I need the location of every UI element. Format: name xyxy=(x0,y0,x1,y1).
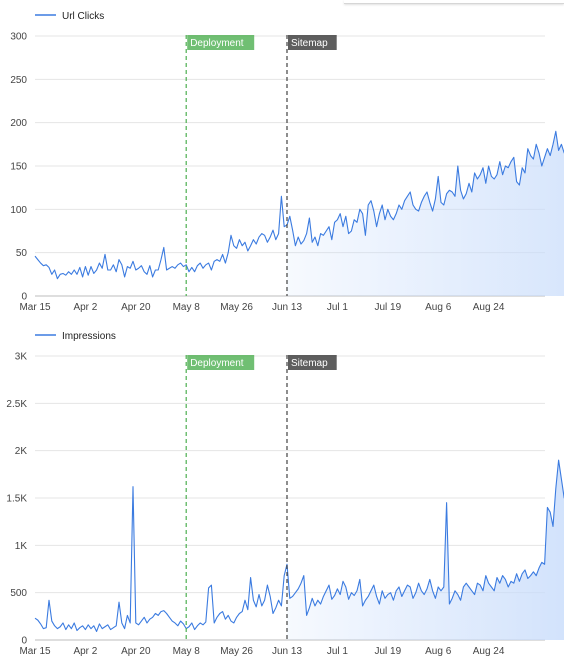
y-tick-label: 2.5K xyxy=(6,399,27,410)
x-tick-label: Jun 13 xyxy=(272,646,302,657)
x-tick-label: Jul 1 xyxy=(327,646,349,657)
x-tick-label: Jun 13 xyxy=(272,302,302,313)
x-tick-label: Apr 20 xyxy=(121,646,151,657)
annotation-badge xyxy=(288,355,337,370)
y-tick-label: 1K xyxy=(15,541,28,552)
annotation-label: Deployment xyxy=(190,358,244,369)
y-tick-label: 200 xyxy=(10,118,27,129)
y-tick-label: 0 xyxy=(21,292,27,303)
annotation-sitemap: Sitemap xyxy=(286,35,337,296)
x-tick-label: Aug 6 xyxy=(425,302,452,313)
x-tick-label: May 26 xyxy=(220,646,253,657)
annotation-deployment: Deployment xyxy=(185,355,255,640)
annotation-label: Sitemap xyxy=(291,38,328,49)
x-tick-label: Mar 15 xyxy=(19,646,51,657)
x-tick-label: Apr 2 xyxy=(73,646,97,657)
x-tick-label: Mar 15 xyxy=(19,302,51,313)
impressions-chart: Impressions 0 500 1K 1.5K 2K 2.5K 3K Mar 15 Apr 2… xyxy=(6,331,564,657)
x-axis: Mar 15 Apr 2 Apr 20 May 8 May 26 Jun 13 Jul 1 J… xyxy=(19,302,504,313)
x-tick-label: Jul 19 xyxy=(374,302,401,313)
annotation-badge xyxy=(187,35,255,50)
legend: Impressions xyxy=(35,331,116,342)
y-tick-label: 250 xyxy=(10,75,27,86)
url-clicks-chart: Url Clicks 0 50 100 150 200 250 300 Mar 15 Apr 2 A… xyxy=(10,11,564,313)
y-tick-label: 50 xyxy=(16,248,28,259)
y-tick-label: 2K xyxy=(15,446,28,457)
x-tick-label: Apr 20 xyxy=(121,302,151,313)
top-edge-panel xyxy=(344,0,564,4)
legend-label: Url Clicks xyxy=(62,11,104,22)
series-area xyxy=(287,460,564,640)
x-tick-label: May 26 xyxy=(220,302,253,313)
legend: Url Clicks xyxy=(35,11,104,22)
y-tick-label: 300 xyxy=(10,32,27,43)
x-tick-label: Jul 1 xyxy=(327,302,349,313)
annotation-deployment: Deployment xyxy=(185,35,255,296)
annotation-label: Deployment xyxy=(190,38,244,49)
y-tick-label: 1.5K xyxy=(6,494,27,505)
annotation-sitemap: Sitemap xyxy=(286,355,337,640)
annotation-badge xyxy=(187,355,255,370)
x-axis: Mar 15 Apr 2 Apr 20 May 8 May 26 Jun 13 Jul 1 J… xyxy=(19,646,504,657)
y-tick-label: 0 xyxy=(21,636,27,647)
x-tick-label: Apr 2 xyxy=(73,302,97,313)
x-tick-label: Aug 24 xyxy=(473,646,505,657)
y-tick-label: 500 xyxy=(10,588,27,599)
y-tick-label: 3K xyxy=(15,352,28,363)
series-line xyxy=(34,459,564,633)
annotation-badge xyxy=(288,35,337,50)
y-tick-label: 100 xyxy=(10,205,27,216)
y-tick-label: 150 xyxy=(10,162,27,173)
x-tick-label: May 8 xyxy=(173,302,201,313)
x-tick-label: Jul 19 xyxy=(374,646,401,657)
annotation-label: Sitemap xyxy=(291,358,328,369)
x-tick-label: Aug 6 xyxy=(425,646,452,657)
series-area xyxy=(287,131,564,296)
x-tick-label: May 8 xyxy=(173,646,201,657)
x-tick-label: Aug 24 xyxy=(473,302,505,313)
series-line xyxy=(34,130,564,280)
legend-label: Impressions xyxy=(62,331,116,342)
